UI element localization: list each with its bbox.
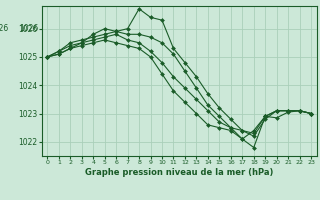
Text: 1026: 1026	[0, 24, 9, 33]
X-axis label: Graphe pression niveau de la mer (hPa): Graphe pression niveau de la mer (hPa)	[85, 168, 273, 177]
Text: 1026: 1026	[20, 24, 39, 33]
